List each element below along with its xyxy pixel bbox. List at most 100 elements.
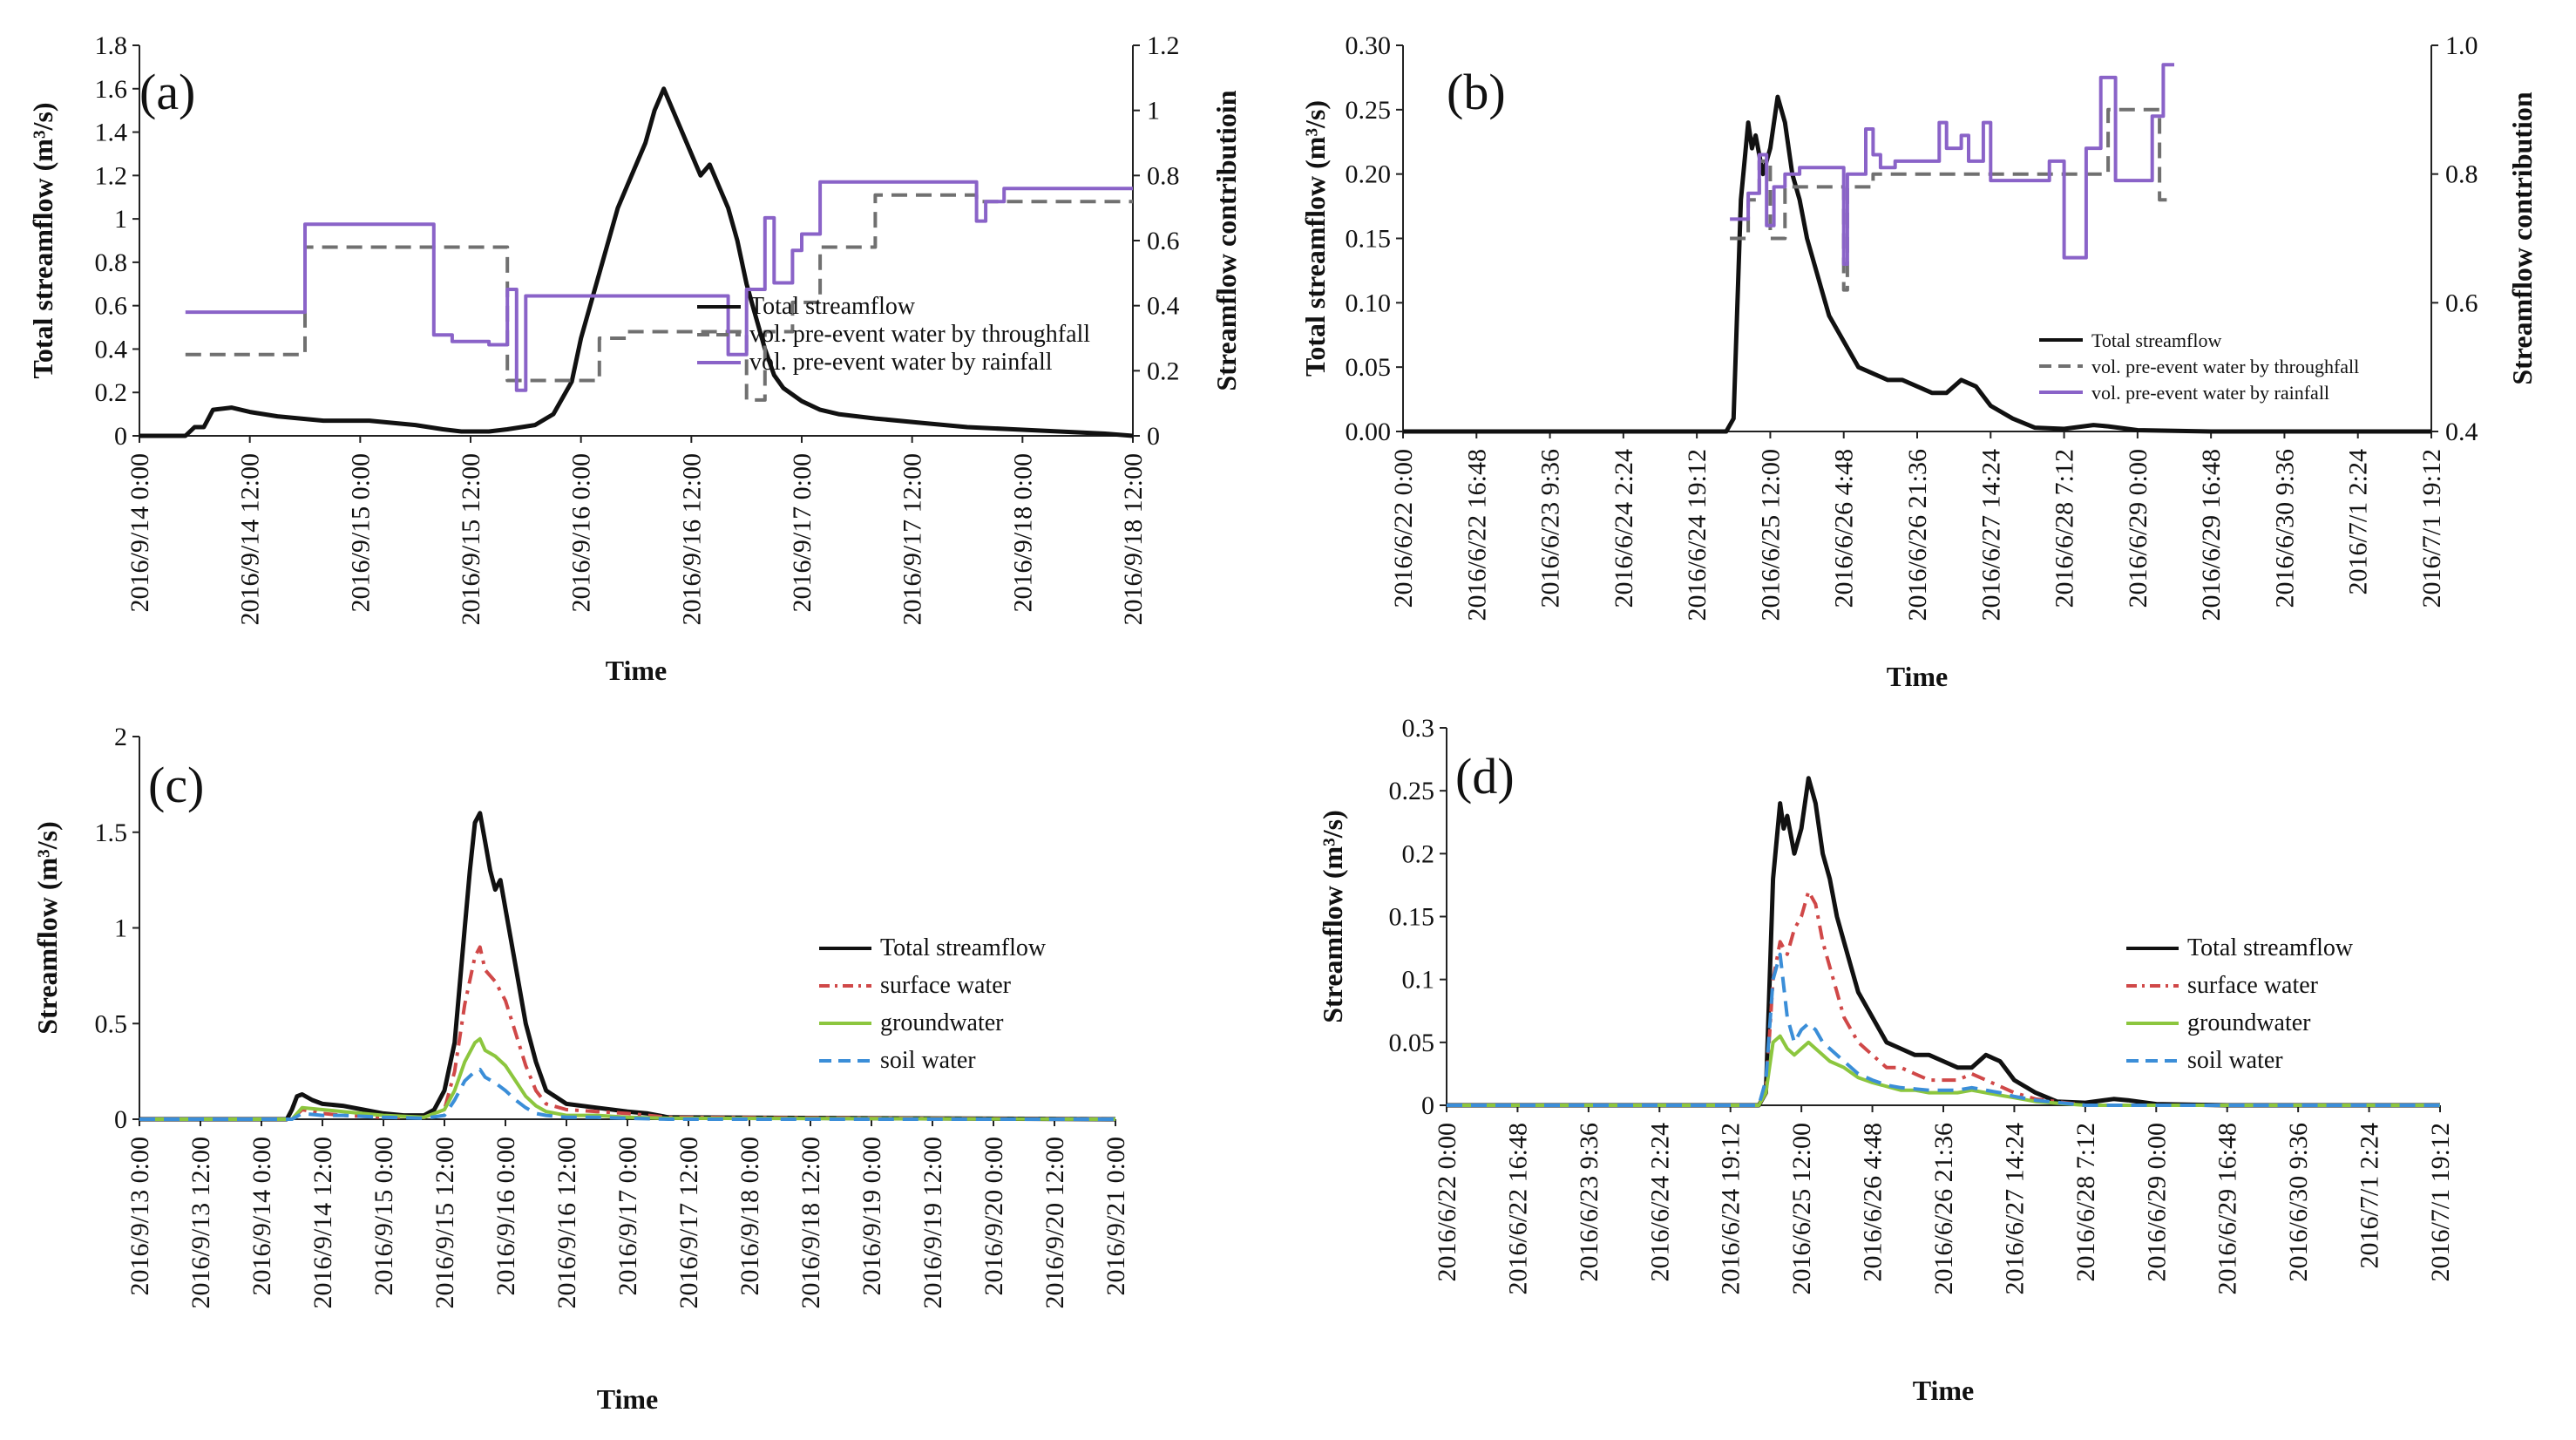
y-tick-label: 1.2 xyxy=(95,161,128,190)
x-tick-label: 2016/9/16 12:00 xyxy=(677,453,706,626)
x-tick-label: 2016/9/17 12:00 xyxy=(675,1137,703,1309)
y-tick-label: 0.8 xyxy=(95,248,128,277)
x-tick-label: 2016/9/16 0:00 xyxy=(491,1137,520,1296)
y2-tick-label: 0.8 xyxy=(2445,160,2478,189)
legend-label: vol. pre-event water by rainfall xyxy=(749,349,1053,376)
y-tick-label: 1 xyxy=(114,205,127,234)
legend-label: Total streamflow xyxy=(2187,934,2354,961)
y-tick-label: 0.20 xyxy=(1346,160,1392,189)
x-axis-title: Time xyxy=(1887,661,1949,692)
panel-label: (d) xyxy=(1455,748,1515,805)
y-tick-label: 0.5 xyxy=(95,1009,128,1038)
x-tick-label: 2016/9/13 12:00 xyxy=(186,1137,215,1309)
x-tick-label: 2016/9/19 0:00 xyxy=(858,1137,886,1296)
y2-tick-label: 0.2 xyxy=(1147,357,1180,385)
panel-label: (c) xyxy=(148,757,204,813)
x-tick-label: 2016/6/24 19:12 xyxy=(1683,449,1712,622)
legend: Total streamflow vol. pre-event water by … xyxy=(2039,329,2359,404)
x-axis-title: Time xyxy=(597,1383,659,1415)
x-tick-label: 2016/9/17 0:00 xyxy=(788,453,817,613)
series-line-groundwater xyxy=(139,1036,1116,1121)
y2-tick-label: 0 xyxy=(1147,422,1160,451)
legend-label: soil water xyxy=(2187,1047,2283,1074)
y2-tick-label: 1.2 xyxy=(1147,31,1180,60)
x-tick-label: 2016/9/15 0:00 xyxy=(369,1137,398,1296)
series-line-groundwater xyxy=(1447,1034,2440,1107)
x-tick-label: 2016/6/22 16:48 xyxy=(1462,449,1491,622)
legend-label: surface water xyxy=(880,972,1012,999)
x-tick-label: 2016/9/18 12:00 xyxy=(1119,453,1148,626)
y-tick-label: 0 xyxy=(1421,1091,1434,1120)
series-line-soil-water xyxy=(139,1067,1115,1121)
x-tick-label: 2016/9/21 0:00 xyxy=(1102,1137,1130,1296)
y-tick-label: 1.6 xyxy=(95,75,128,104)
series-line-soil-water xyxy=(1447,952,2440,1107)
x-tick-label: 2016/7/1 19:12 xyxy=(2417,449,2446,608)
y-axis-title: Streamflow (m³/s) xyxy=(31,821,63,1035)
y-tick-label: 0.3 xyxy=(1402,714,1435,743)
series-line-total-streamflow xyxy=(139,86,1134,438)
x-tick-label: 2016/9/16 12:00 xyxy=(552,1137,581,1309)
x-tick-label: 2016/9/20 0:00 xyxy=(980,1137,1008,1296)
x-tick-label: 2016/9/18 0:00 xyxy=(1008,453,1037,613)
y-tick-label: 0.30 xyxy=(1346,31,1392,60)
legend-label: vol. pre-event water by throughfall xyxy=(2091,356,2359,377)
x-tick-label: 2016/6/22 16:48 xyxy=(1503,1123,1532,1295)
x-tick-label: 2016/6/22 0:00 xyxy=(1433,1123,1461,1282)
x-tick-label: 2016/7/1 2:24 xyxy=(2344,449,2373,595)
x-tick-label: 2016/9/16 0:00 xyxy=(567,453,596,613)
x-tick-label: 2016/9/14 0:00 xyxy=(125,453,154,613)
chart-panel-2: 0.00 0.05 0.10 0.15 0.20 0.25 0.30 0.4 0.6 0.8 1.0… xyxy=(1299,31,2538,692)
x-tick-label: 2016/6/24 2:24 xyxy=(1645,1123,1674,1282)
y-tick-label: 1.8 xyxy=(95,31,128,60)
x-tick-label: 2016/6/27 14:24 xyxy=(1976,449,2005,622)
legend-label: Total streamflow xyxy=(880,934,1047,961)
legend-label: soil water xyxy=(880,1047,976,1074)
x-tick-label: 2016/7/1 19:12 xyxy=(2426,1123,2455,1282)
y2-tick-label: 1 xyxy=(1147,97,1160,126)
x-tick-label: 2016/9/14 12:00 xyxy=(236,453,265,626)
legend-label: Total streamflow xyxy=(2091,329,2221,351)
y2-tick-label: 0.4 xyxy=(2445,418,2478,446)
panel-label: (b) xyxy=(1447,64,1506,120)
y-axis-title: Total streamflow (m³/s) xyxy=(27,102,58,378)
x-tick-label: 2016/6/30 9:36 xyxy=(2284,1123,2313,1282)
x-tick-label: 2016/6/26 4:48 xyxy=(1830,449,1859,608)
x-tick-label: 2016/6/28 7:12 xyxy=(2071,1123,2100,1282)
legend-label: surface water xyxy=(2187,972,2319,999)
y-tick-label: 0.6 xyxy=(95,292,128,321)
y-tick-label: 0.4 xyxy=(95,335,128,363)
y2-axis-title: Streamflow contribution xyxy=(2506,92,2538,384)
panel-label: (a) xyxy=(139,64,195,120)
x-tick-label: 2016/6/24 2:24 xyxy=(1610,449,1638,608)
x-tick-label: 2016/9/14 0:00 xyxy=(247,1137,276,1296)
x-tick-label: 2016/9/17 12:00 xyxy=(898,453,927,626)
x-tick-label: 2016/9/20 12:00 xyxy=(1041,1137,1069,1309)
series-line-vol-pre-event-water-by-rainfall xyxy=(185,180,1133,392)
legend-label: groundwater xyxy=(2187,1009,2311,1036)
legend-label: Total streamflow xyxy=(749,293,916,320)
x-tick-label: 2016/9/17 0:00 xyxy=(613,1137,642,1296)
x-tick-label: 2016/9/15 12:00 xyxy=(430,1137,459,1309)
y2-tick-label: 0.6 xyxy=(2445,289,2478,317)
legend: Total streamflow surface water groundwater… xyxy=(819,934,1047,1074)
y-tick-label: 0.2 xyxy=(1402,839,1435,868)
legend-label: vol. pre-event water by rainfall xyxy=(2091,382,2329,404)
x-tick-label: 2016/9/19 12:00 xyxy=(919,1137,947,1309)
y-tick-label: 0.00 xyxy=(1346,418,1392,446)
y-tick-label: 0 xyxy=(114,422,127,451)
x-tick-label: 2016/6/23 9:36 xyxy=(1575,1123,1603,1282)
x-tick-label: 2016/6/29 0:00 xyxy=(2124,449,2152,608)
series-line-vol-pre-event-water-by-throughfall xyxy=(185,193,1133,402)
x-tick-label: 2016/6/29 16:48 xyxy=(2213,1123,2242,1295)
chart-panel-3: 0 0.5 1 1.5 2 2016/9/13 0:00 2016/9/13 12:00 20… xyxy=(31,723,1130,1415)
y-tick-label: 0.10 xyxy=(1346,289,1392,317)
series-line-total-streamflow xyxy=(1403,94,2431,434)
x-tick-label: 2016/6/26 21:36 xyxy=(1929,1123,1958,1295)
legend: Total streamflow vol. pre-event water by … xyxy=(697,293,1090,376)
y-tick-label: 0.25 xyxy=(1346,96,1392,125)
x-tick-label: 2016/6/25 12:00 xyxy=(1787,1123,1816,1295)
x-axis-title: Time xyxy=(1913,1375,1975,1406)
x-tick-label: 2016/9/15 0:00 xyxy=(346,453,375,613)
